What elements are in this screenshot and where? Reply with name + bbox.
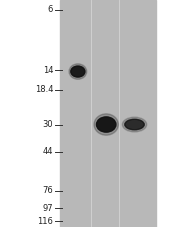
Text: 97: 97 bbox=[42, 204, 53, 213]
Text: 6: 6 bbox=[48, 5, 53, 14]
Ellipse shape bbox=[94, 114, 118, 135]
Text: 76: 76 bbox=[42, 186, 53, 195]
Text: 30: 30 bbox=[42, 120, 53, 129]
Text: 18.4: 18.4 bbox=[35, 85, 53, 94]
Ellipse shape bbox=[69, 64, 87, 79]
Ellipse shape bbox=[125, 119, 144, 130]
Text: 14: 14 bbox=[43, 66, 53, 75]
Ellipse shape bbox=[122, 117, 147, 132]
Text: 116: 116 bbox=[37, 217, 53, 226]
Ellipse shape bbox=[96, 117, 116, 132]
Text: 44: 44 bbox=[43, 147, 53, 156]
Bar bbox=[60, 0, 156, 227]
Ellipse shape bbox=[71, 66, 85, 77]
